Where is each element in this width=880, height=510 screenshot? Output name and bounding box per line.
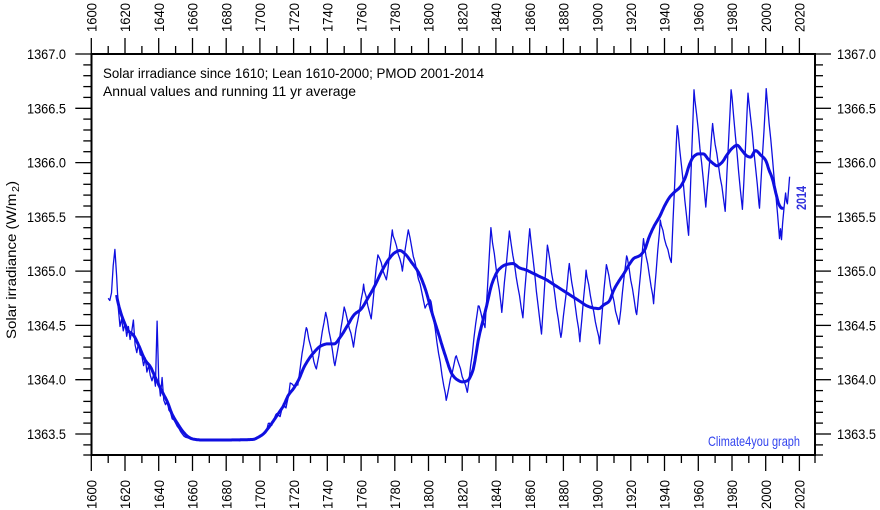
svg-text:1940: 1940 [657,3,673,32]
svg-text:2020: 2020 [792,480,808,509]
svg-text:1364.5: 1364.5 [837,317,876,333]
svg-text:1364.5: 1364.5 [27,317,66,333]
svg-text:2014: 2014 [793,186,809,210]
svg-text:1960: 1960 [691,3,707,32]
svg-text:1920: 1920 [623,480,639,509]
svg-text:2020: 2020 [792,3,808,32]
svg-text:Annual values and running 11 y: Annual values and running 11 yr average [103,83,356,99]
svg-text:1840: 1840 [488,480,504,509]
svg-text:1660: 1660 [185,480,201,509]
svg-text:1620: 1620 [117,3,133,32]
svg-text:1640: 1640 [151,3,167,32]
svg-text:1860: 1860 [522,480,538,509]
svg-text:1366.0: 1366.0 [27,155,66,171]
svg-text:1700: 1700 [252,3,268,32]
svg-text:2000: 2000 [758,3,774,32]
svg-text:1800: 1800 [421,480,437,509]
svg-text:2000: 2000 [758,480,774,509]
svg-text:1900: 1900 [589,480,605,509]
svg-text:1940: 1940 [657,480,673,509]
svg-text:1600: 1600 [84,3,100,32]
svg-text:1363.5: 1363.5 [837,426,876,442]
svg-text:Climate4you graph: Climate4you graph [708,433,800,449]
svg-text:1367.0: 1367.0 [27,46,66,62]
svg-text:1780: 1780 [387,480,403,509]
svg-text:1760: 1760 [353,480,369,509]
svg-text:1800: 1800 [421,3,437,32]
svg-text:1880: 1880 [556,3,572,32]
svg-text:1365.5: 1365.5 [837,209,876,225]
svg-text:1740: 1740 [320,480,336,509]
svg-text:1367.0: 1367.0 [837,46,876,62]
svg-text:1900: 1900 [589,3,605,32]
svg-text:1640: 1640 [151,480,167,509]
svg-text:1660: 1660 [185,3,201,32]
svg-text:1620: 1620 [117,480,133,509]
svg-text:1700: 1700 [252,480,268,509]
svg-text:1366.5: 1366.5 [837,100,876,116]
svg-text:1980: 1980 [724,480,740,509]
svg-text:1980: 1980 [724,3,740,32]
svg-text:1820: 1820 [454,3,470,32]
svg-text:1920: 1920 [623,3,639,32]
svg-text:1600: 1600 [84,480,100,509]
svg-text:1780: 1780 [387,3,403,32]
svg-text:1680: 1680 [218,480,234,509]
svg-text:1960: 1960 [691,480,707,509]
svg-text:1365.5: 1365.5 [27,209,66,225]
svg-text:1880: 1880 [556,480,572,509]
svg-text:1820: 1820 [454,480,470,509]
svg-text:1363.5: 1363.5 [27,426,66,442]
svg-text:Solar irradiance (W/m2): Solar irradiance (W/m2) [3,181,22,339]
svg-text:1720: 1720 [286,3,302,32]
svg-text:1366.5: 1366.5 [27,100,66,116]
svg-text:1860: 1860 [522,3,538,32]
svg-text:1365.0: 1365.0 [837,263,876,279]
svg-text:1364.0: 1364.0 [837,372,876,388]
svg-text:1720: 1720 [286,480,302,509]
svg-text:1680: 1680 [218,3,234,32]
svg-text:1840: 1840 [488,3,504,32]
svg-text:1760: 1760 [353,3,369,32]
svg-text:Solar irradiance since 1610; L: Solar irradiance since 1610; Lean 1610-2… [103,65,484,81]
svg-text:1740: 1740 [320,3,336,32]
svg-text:1364.0: 1364.0 [27,372,66,388]
svg-text:1365.0: 1365.0 [27,263,66,279]
svg-text:1366.0: 1366.0 [837,155,876,171]
